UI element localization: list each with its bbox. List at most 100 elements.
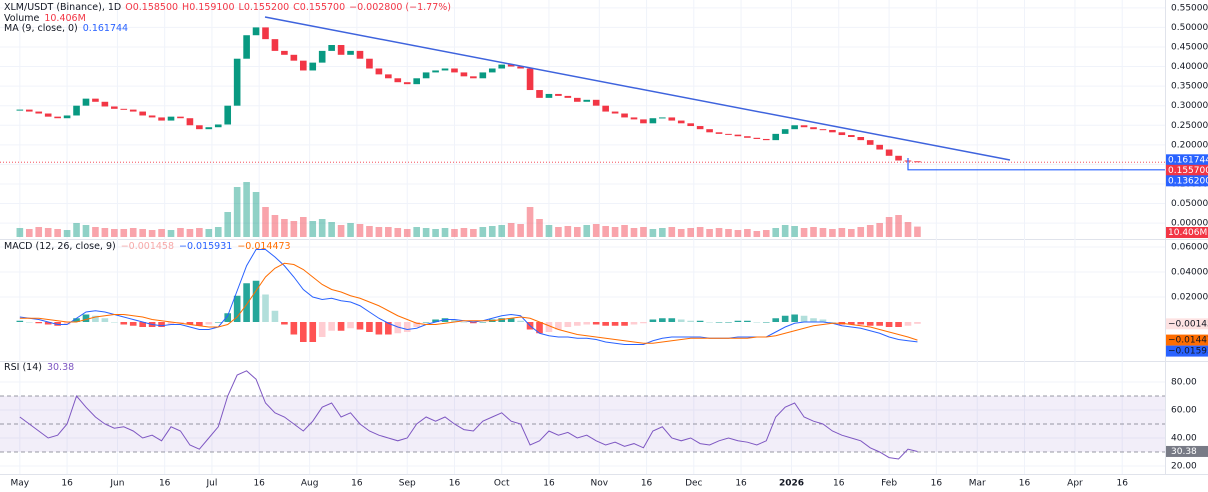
candle [470, 76, 477, 79]
volume-bar [318, 219, 326, 237]
volume-bar [470, 229, 477, 237]
volume-bar [526, 207, 534, 237]
price-tag [1166, 175, 1208, 187]
histogram-bar [507, 318, 515, 322]
candle [290, 54, 298, 61]
histogram-bar [640, 322, 647, 324]
candle [659, 117, 666, 119]
candle [536, 90, 543, 98]
histogram-bar [441, 318, 449, 322]
volume-bar [224, 212, 232, 237]
histogram-bar [649, 319, 657, 322]
candle [92, 98, 99, 102]
candle [54, 116, 61, 119]
volume-bar [413, 227, 420, 237]
volume-bar [819, 228, 827, 237]
volume-bar [914, 226, 921, 237]
candle [262, 27, 269, 40]
macd-value: −0.015931 [179, 241, 232, 252]
histogram-bar [885, 322, 893, 327]
candle [668, 117, 676, 121]
candle [451, 68, 458, 73]
volume-bar [441, 228, 449, 237]
candle [696, 126, 704, 130]
candle [148, 115, 156, 118]
x-tick-label: 16 [1116, 479, 1128, 489]
candle [838, 132, 846, 136]
histogram-bar [630, 322, 638, 325]
x-tick-label: 16 [641, 479, 653, 489]
x-tick-label: 16 [735, 479, 747, 489]
candle [555, 93, 562, 96]
candle [517, 66, 524, 69]
candle [592, 99, 600, 106]
candle [677, 120, 685, 124]
candle [848, 135, 855, 138]
hist-value: −0.001458 [121, 241, 174, 252]
histogram-bar [706, 322, 713, 323]
x-tick-label: 16 [833, 479, 845, 489]
histogram-bar [451, 319, 458, 322]
candle [611, 111, 619, 114]
price-tag [1166, 164, 1208, 176]
candle [347, 50, 354, 55]
histogram-bar [262, 294, 269, 322]
volume-bar [555, 227, 562, 237]
histogram-bar [536, 322, 543, 334]
volume-bar [177, 228, 184, 237]
signal-value: −0.014473 [237, 241, 290, 252]
histogram-bar [120, 322, 128, 325]
x-tick-label: May [11, 479, 30, 489]
candle [706, 129, 713, 133]
candle [687, 123, 694, 127]
candle [810, 127, 817, 130]
candle [205, 127, 213, 130]
histogram-bar [16, 320, 24, 322]
histogram-bar [800, 315, 808, 322]
volume-tag-label: 10.406M [1168, 228, 1207, 238]
x-tick-label: Dec [685, 479, 702, 489]
histogram-bar [659, 318, 666, 322]
marks [16, 27, 921, 460]
volume-bar [328, 222, 335, 237]
volume-bar [649, 229, 657, 237]
histogram-bar [101, 318, 109, 322]
volume-bar [677, 229, 685, 237]
volume-bar [715, 228, 723, 237]
volume-name: Volume [4, 13, 39, 24]
candle [800, 125, 808, 128]
histogram-bar [819, 319, 827, 322]
volume-bar [621, 225, 628, 237]
price-tag-label: 0.155700 [1168, 166, 1208, 176]
volume-bar [573, 227, 581, 237]
volume-bar [281, 219, 288, 237]
price-tag-label: 0.161744 [1168, 155, 1208, 165]
x-tick-label: 16 [543, 479, 555, 489]
histogram-bar [866, 322, 874, 326]
volume-bar [82, 225, 90, 237]
histogram-bar [186, 322, 194, 325]
macd-tag-label: −0.015931 [1168, 347, 1208, 357]
histogram-bar [762, 322, 770, 323]
ma-name: MA (9, close, 0) [4, 23, 78, 34]
candle [111, 106, 118, 109]
candle [309, 62, 317, 71]
candle [167, 116, 175, 121]
histogram-bar [791, 314, 798, 322]
histogram-bar [356, 322, 364, 330]
volume-bar [659, 228, 666, 237]
candle [602, 105, 609, 112]
volume-bar [687, 228, 694, 237]
macd-name: MACD (12, 26, close, 9) [4, 241, 116, 252]
volume-bar [564, 226, 572, 237]
volume-bar [403, 229, 411, 237]
histogram-bar [394, 322, 402, 334]
x-tick-label: 16 [449, 479, 461, 489]
histogram-bar [583, 322, 591, 325]
histogram-bar [829, 322, 836, 323]
volume-bar [536, 219, 543, 237]
histogram-bar [810, 318, 817, 322]
